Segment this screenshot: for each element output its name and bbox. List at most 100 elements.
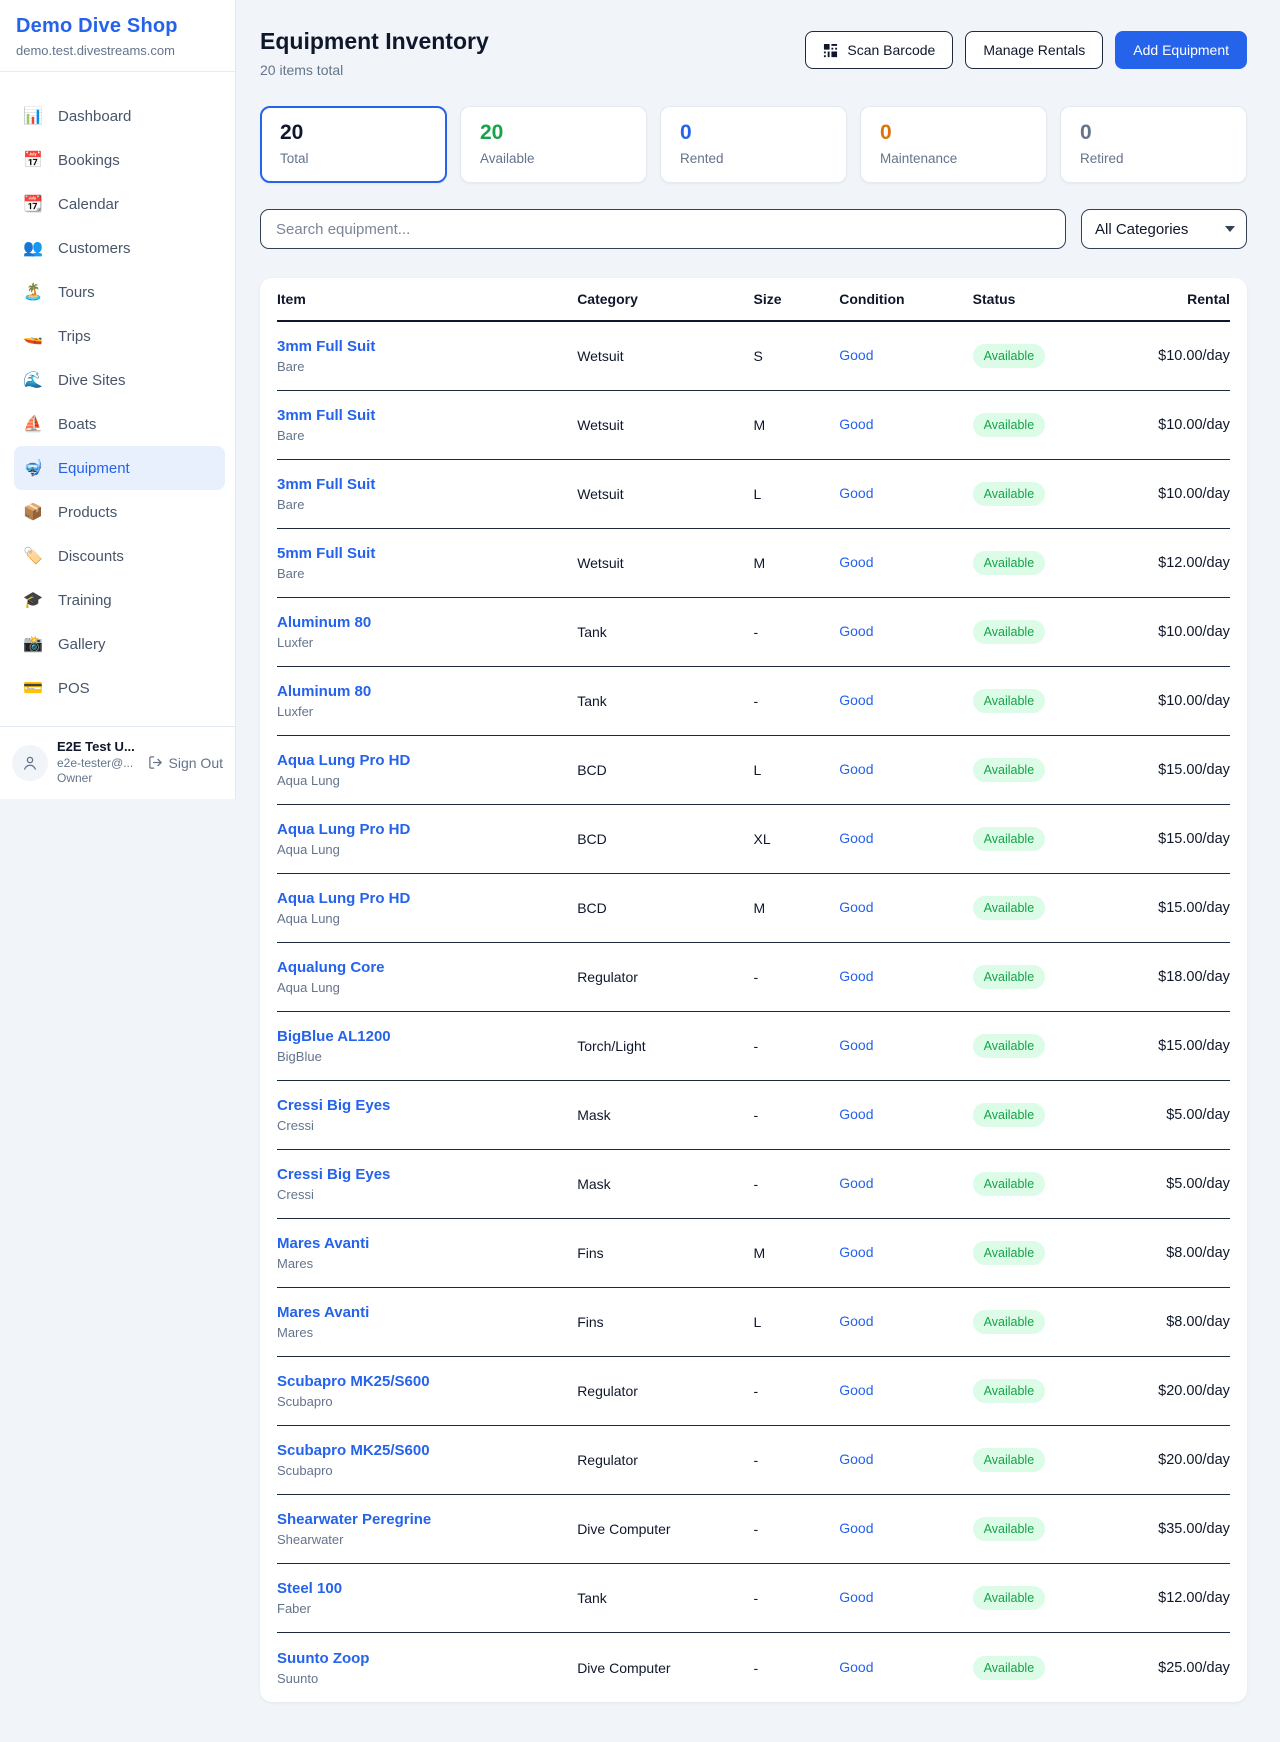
table-row[interactable]: 3mm Full Suit Bare Wetsuit M Good Availa…: [277, 391, 1230, 460]
item-condition-link[interactable]: Good: [839, 1037, 874, 1053]
logout-icon: [148, 756, 162, 770]
sidebar-item-discounts[interactable]: 🏷️ Discounts: [23, 547, 124, 566]
table-row[interactable]: Aqua Lung Pro HD Aqua Lung BCD XL Good A…: [277, 805, 1230, 874]
item-condition-link[interactable]: Good: [839, 485, 874, 501]
category-select[interactable]: All Categories: [1081, 209, 1247, 249]
table-row[interactable]: Cressi Big Eyes Cressi Mask - Good Avail…: [277, 1081, 1230, 1150]
sign-out-button[interactable]: Sign Out: [148, 755, 223, 771]
item-rental-rate: $20.00/day: [1158, 1452, 1230, 1468]
sidebar-item-bookings[interactable]: 📅 Bookings: [23, 151, 120, 170]
camera-icon: 📸: [23, 636, 43, 653]
item-condition-link[interactable]: Good: [839, 761, 874, 777]
item-name-link[interactable]: 3mm Full Suit: [277, 476, 376, 493]
status-badge: Available: [972, 413, 1046, 437]
item-condition-link[interactable]: Good: [839, 1175, 874, 1191]
table-row[interactable]: Aqua Lung Pro HD Aqua Lung BCD M Good Av…: [277, 874, 1230, 943]
sidebar-item-dive-sites[interactable]: 🌊 Dive Sites: [23, 371, 126, 390]
item-condition-link[interactable]: Good: [839, 692, 874, 708]
table-row[interactable]: Mares Avanti Mares Fins M Good Available…: [277, 1219, 1230, 1288]
item-condition-link[interactable]: Good: [839, 1658, 874, 1675]
add-equipment-button[interactable]: Add Equipment: [1115, 31, 1247, 69]
item-name-link[interactable]: Aqua Lung Pro HD: [277, 752, 411, 769]
item-condition-link[interactable]: Good: [839, 554, 874, 570]
search-input[interactable]: [260, 209, 1066, 249]
scan-barcode-button[interactable]: Scan Barcode: [805, 31, 954, 69]
item-size: M: [753, 900, 766, 916]
item-condition-link[interactable]: Good: [839, 1451, 874, 1467]
item-condition-link[interactable]: Good: [839, 623, 874, 639]
item-category: BCD: [577, 831, 607, 847]
table-row[interactable]: Mares Avanti Mares Fins L Good Available…: [277, 1288, 1230, 1357]
item-category: Wetsuit: [577, 486, 624, 502]
status-badge: Available: [972, 482, 1046, 506]
user-email: e2e-tester@...: [57, 755, 134, 770]
sidebar-item-customers[interactable]: 👥 Customers: [23, 239, 131, 258]
stat-card-retired[interactable]: 0 Retired: [1060, 106, 1247, 183]
table-row[interactable]: Steel 100 Faber Tank - Good Available $1…: [277, 1564, 1230, 1633]
item-condition-link[interactable]: Good: [839, 1589, 874, 1605]
sidebar-item-equipment[interactable]: 🤿 Equipment: [14, 446, 225, 490]
item-condition-link[interactable]: Good: [839, 899, 874, 915]
sidebar-item-tours[interactable]: 🏝️ Tours: [23, 283, 95, 302]
table-row[interactable]: Aluminum 80 Luxfer Tank - Good Available…: [277, 598, 1230, 667]
item-rental-rate: $15.00/day: [1158, 900, 1230, 916]
item-category: Wetsuit: [577, 348, 624, 364]
item-condition-link[interactable]: Good: [839, 347, 874, 363]
item-name-link[interactable]: 3mm Full Suit: [277, 407, 376, 424]
item-name-link[interactable]: Shearwater Peregrine: [277, 1511, 432, 1528]
table-row[interactable]: 5mm Full Suit Bare Wetsuit M Good Availa…: [277, 529, 1230, 598]
manage-rentals-button[interactable]: Manage Rentals: [965, 31, 1104, 69]
stat-card-rented[interactable]: 0 Rented: [660, 106, 847, 183]
sidebar-item-trips[interactable]: 🚤 Trips: [23, 327, 91, 346]
sidebar-item-pos[interactable]: 💳 POS: [23, 679, 90, 698]
item-name-link[interactable]: 3mm Full Suit: [277, 338, 376, 355]
sidebar-item-products[interactable]: 📦 Products: [23, 503, 118, 522]
table-row[interactable]: Suunto Zoop Suunto Dive Computer - Good …: [277, 1633, 1230, 1702]
stat-card-available[interactable]: 20 Available: [460, 106, 647, 183]
item-name-link[interactable]: Suunto Zoop: [277, 1649, 370, 1667]
item-name-link[interactable]: Aqualung Core: [277, 959, 385, 976]
stat-card-maintenance[interactable]: 0 Maintenance: [860, 106, 1047, 183]
item-condition-link[interactable]: Good: [839, 1244, 874, 1260]
table-row[interactable]: Cressi Big Eyes Cressi Mask - Good Avail…: [277, 1150, 1230, 1219]
table-row[interactable]: Aqualung Core Aqua Lung Regulator - Good…: [277, 943, 1230, 1012]
table-row[interactable]: Aqua Lung Pro HD Aqua Lung BCD L Good Av…: [277, 736, 1230, 805]
table-row[interactable]: 3mm Full Suit Bare Wetsuit S Good Availa…: [277, 322, 1230, 391]
item-condition-link[interactable]: Good: [839, 1313, 874, 1329]
table-row[interactable]: BigBlue AL1200 BigBlue Torch/Light - Goo…: [277, 1012, 1230, 1081]
item-name-link[interactable]: BigBlue AL1200: [277, 1028, 391, 1045]
item-condition-link[interactable]: Good: [839, 1520, 874, 1536]
person-icon: [24, 756, 36, 770]
item-name-link[interactable]: Aqua Lung Pro HD: [277, 821, 411, 838]
stat-card-total[interactable]: 20 Total: [260, 106, 447, 183]
table-row[interactable]: Shearwater Peregrine Shearwater Dive Com…: [277, 1495, 1230, 1564]
item-name-link[interactable]: Aluminum 80: [277, 683, 372, 700]
item-name-link[interactable]: Steel 100: [277, 1580, 343, 1597]
status-badge: Available: [972, 1172, 1046, 1196]
item-condition-link[interactable]: Good: [839, 830, 874, 846]
brand-title[interactable]: Demo Dive Shop: [16, 15, 178, 37]
item-name-link[interactable]: 5mm Full Suit: [277, 545, 376, 562]
item-name-link[interactable]: Aluminum 80: [277, 614, 372, 631]
sidebar-item-calendar[interactable]: 📆 Calendar: [23, 195, 119, 214]
sidebar-item-training[interactable]: 🎓 Training: [23, 591, 112, 610]
item-condition-link[interactable]: Good: [839, 1382, 874, 1398]
item-name-link[interactable]: Mares Avanti: [277, 1235, 370, 1252]
item-size: M: [753, 555, 766, 571]
table-row[interactable]: Scubapro MK25/S600 Scubapro Regulator - …: [277, 1426, 1230, 1495]
table-row[interactable]: 3mm Full Suit Bare Wetsuit L Good Availa…: [277, 460, 1230, 529]
table-row[interactable]: Scubapro MK25/S600 Scubapro Regulator - …: [277, 1357, 1230, 1426]
sidebar-item-gallery[interactable]: 📸 Gallery: [23, 635, 106, 654]
item-name-link[interactable]: Mares Avanti: [277, 1304, 370, 1321]
table-row[interactable]: Aluminum 80 Luxfer Tank - Good Available…: [277, 667, 1230, 736]
item-condition-link[interactable]: Good: [839, 968, 874, 984]
item-name-link[interactable]: Aqua Lung Pro HD: [277, 890, 411, 907]
sidebar-item-boats[interactable]: ⛵ Boats: [23, 415, 97, 434]
item-name-link[interactable]: Cressi Big Eyes: [277, 1166, 391, 1183]
item-name-link[interactable]: Scubapro MK25/S600: [277, 1442, 430, 1459]
sidebar-item-dashboard[interactable]: 📊 Dashboard: [23, 107, 132, 126]
item-name-link[interactable]: Cressi Big Eyes: [277, 1097, 391, 1114]
item-condition-link[interactable]: Good: [839, 416, 874, 432]
item-condition-link[interactable]: Good: [839, 1106, 874, 1122]
item-name-link[interactable]: Scubapro MK25/S600: [277, 1373, 430, 1390]
